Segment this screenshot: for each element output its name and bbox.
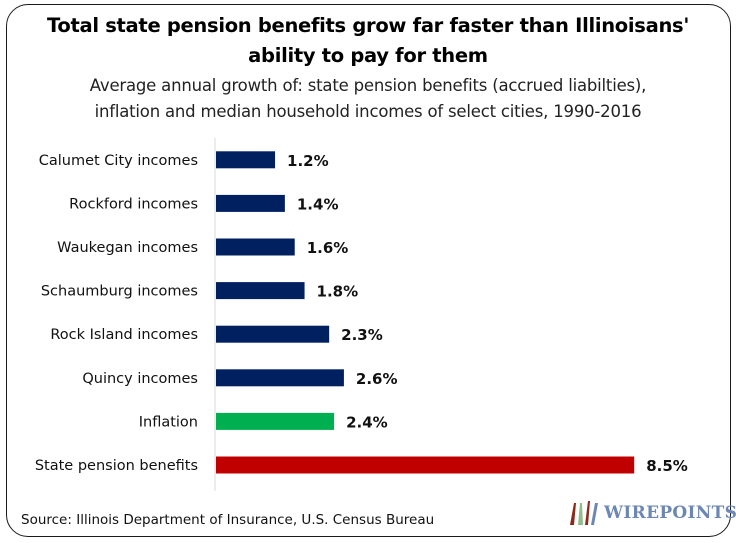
data-label: 1.4% (297, 195, 339, 213)
bar (216, 325, 330, 343)
wirepoints-logo: WIREPOINTS (568, 497, 736, 527)
category-label: Quincy incomes (82, 371, 198, 387)
category-label: Calumet City incomes (39, 153, 198, 169)
bar (216, 194, 285, 212)
bar (216, 412, 335, 430)
data-label: 1.8% (317, 283, 359, 301)
data-label: 1.2% (287, 152, 329, 170)
category-label: Rock Island incomes (50, 327, 198, 343)
category-label: Schaumburg incomes (41, 284, 198, 300)
wirepoints-logo-icon (570, 501, 598, 525)
category-label: Rockford incomes (69, 196, 198, 212)
data-label: 8.5% (646, 457, 688, 475)
wirepoints-logo-text: WIREPOINTS (604, 503, 736, 523)
category-label: Inflation (139, 414, 198, 430)
bar (216, 151, 276, 169)
bar (216, 369, 344, 387)
chart-title-line-2: ability to pay for them (248, 44, 488, 67)
source-note: Source: Illinois Department of Insurance… (21, 512, 435, 528)
category-label: Waukegan incomes (57, 240, 198, 256)
bar (216, 238, 295, 256)
data-label: 2.6% (356, 370, 398, 388)
data-label: 1.6% (307, 239, 349, 257)
category-label: State pension benefits (35, 458, 198, 474)
chart-title-line-1: Total state pension benefits grow far fa… (46, 14, 690, 37)
chart-subtitle-line-1: Average annual growth of: state pension … (89, 76, 647, 95)
chart-subtitle-line-2: inflation and median household incomes o… (94, 102, 642, 121)
bar (216, 282, 305, 300)
data-label: 2.3% (341, 326, 383, 344)
chart-frame (6, 4, 731, 537)
bar (216, 456, 635, 474)
data-label: 2.4% (346, 413, 388, 431)
